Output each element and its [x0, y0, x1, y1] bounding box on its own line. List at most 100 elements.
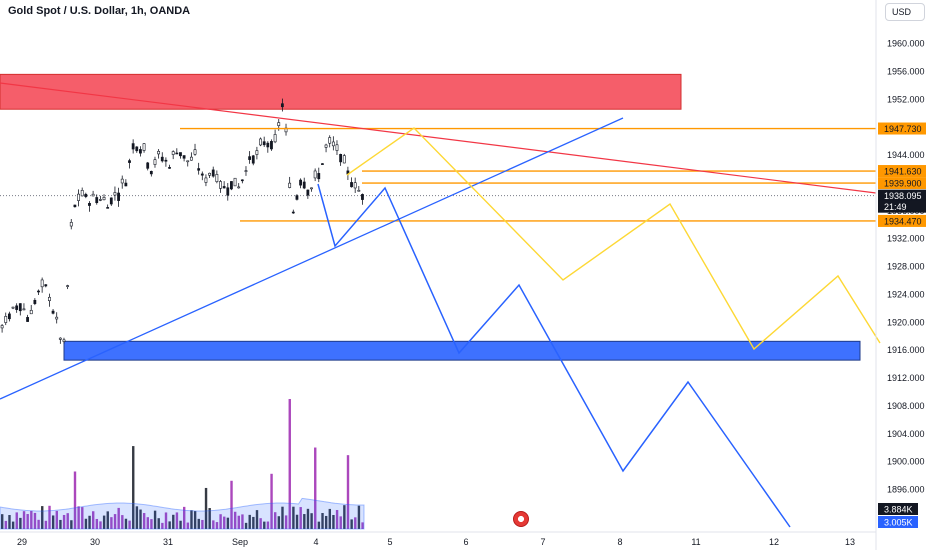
volume-bar [335, 510, 339, 529]
price-tick-label: 1920.000 [887, 317, 925, 327]
volume-bar [361, 522, 364, 529]
volume-bar [1, 514, 4, 529]
candle-body [7, 313, 11, 320]
price-label-bg [878, 189, 926, 202]
time-tick-label: 7 [540, 537, 545, 547]
time-axis: 29 30 31 Sep 4 5 6 7 8 11 12 13 [0, 531, 876, 547]
volume-bar [332, 515, 335, 529]
candle-body [288, 182, 292, 188]
volume-bar [121, 515, 124, 529]
candle-body [66, 285, 70, 287]
volume-bar [157, 518, 160, 529]
volume-bar [168, 521, 171, 529]
volume-bar [208, 508, 211, 529]
volume-bar [142, 513, 146, 529]
volume-bar [26, 514, 29, 529]
volume-bar [354, 517, 357, 529]
candle-body [69, 222, 73, 227]
volume-bar [219, 514, 222, 529]
candle-body [106, 207, 110, 209]
candle-body [259, 138, 262, 146]
price-label: 1939.900 [884, 179, 922, 189]
volume-bar [324, 515, 328, 529]
volume-bar [66, 513, 69, 529]
volume-bar [59, 519, 62, 529]
volume-bar [15, 512, 18, 529]
candle-body [339, 154, 343, 163]
candle-body [160, 156, 164, 162]
time-tick-label: 5 [387, 537, 392, 547]
volume-bar [41, 506, 44, 529]
volume-bar [33, 512, 37, 529]
volume-bar [343, 505, 346, 529]
candle-body [139, 149, 142, 154]
volume-label: 3.005K [884, 518, 913, 528]
volume-ma-area [0, 497, 365, 530]
candle-body [15, 305, 19, 310]
price-tick-label: 1932.000 [887, 234, 925, 244]
candle-body [120, 178, 124, 184]
candle-body [26, 317, 29, 322]
volume-bar [212, 520, 215, 529]
volume-bar [317, 521, 321, 529]
candle-body [313, 170, 317, 179]
volume-bar [350, 519, 353, 529]
time-tick-label: 4 [313, 537, 318, 547]
candle-body [179, 152, 182, 157]
price-label-bg [878, 122, 926, 135]
candle-body [255, 150, 259, 155]
volume-bar [193, 511, 197, 529]
volume-bar [44, 520, 48, 529]
price-label: 21:49 [884, 202, 907, 212]
candle-body [55, 316, 59, 320]
volume-bar [164, 512, 168, 529]
volume-bars [0, 399, 365, 530]
candle-body [88, 202, 91, 206]
candle-body [295, 195, 299, 200]
candle-body [353, 182, 357, 189]
candle-body [157, 150, 161, 155]
candle-body [335, 144, 339, 151]
candle-body [230, 181, 233, 190]
volume-bar [281, 506, 284, 529]
volume-bar [252, 516, 255, 529]
volume-bar [263, 521, 266, 529]
price-label: 1938.095 [884, 191, 922, 201]
candle-body [215, 174, 219, 182]
volume-bar [197, 518, 200, 529]
time-tick-label: 6 [463, 537, 468, 547]
candle-body [342, 155, 346, 164]
candle-body [11, 306, 15, 309]
candle-body [211, 169, 215, 177]
price-tick-label: 1928.000 [887, 262, 925, 272]
candle-body [240, 179, 244, 182]
price-tick-label: 1904.000 [887, 429, 925, 439]
candle-body [193, 149, 197, 155]
volume-bar [161, 522, 164, 529]
volume-bar [230, 480, 233, 529]
price-tick-label: 1916.000 [887, 345, 925, 355]
candle-body [331, 141, 335, 147]
price-label-bg [878, 165, 926, 178]
candle-body [273, 134, 277, 143]
candle-body [270, 141, 273, 150]
candle-body [182, 155, 186, 159]
volume-bar [92, 511, 95, 529]
candle-body [40, 279, 44, 288]
candle-body [219, 181, 222, 189]
candle-body [131, 143, 135, 150]
volume-bar [153, 510, 157, 529]
volume-bar [179, 520, 182, 529]
candle-body [277, 122, 281, 126]
drawings [0, 82, 881, 528]
candle-body [37, 290, 40, 293]
candle-body [244, 170, 248, 172]
currency-button[interactable]: USD [885, 3, 925, 21]
price-tick-label: 1900.000 [887, 457, 925, 467]
flag-icon[interactable] [513, 511, 529, 527]
candle-body [44, 284, 48, 287]
candle-body [171, 151, 175, 155]
volume-bar [150, 519, 153, 529]
volume-bar [186, 522, 190, 529]
